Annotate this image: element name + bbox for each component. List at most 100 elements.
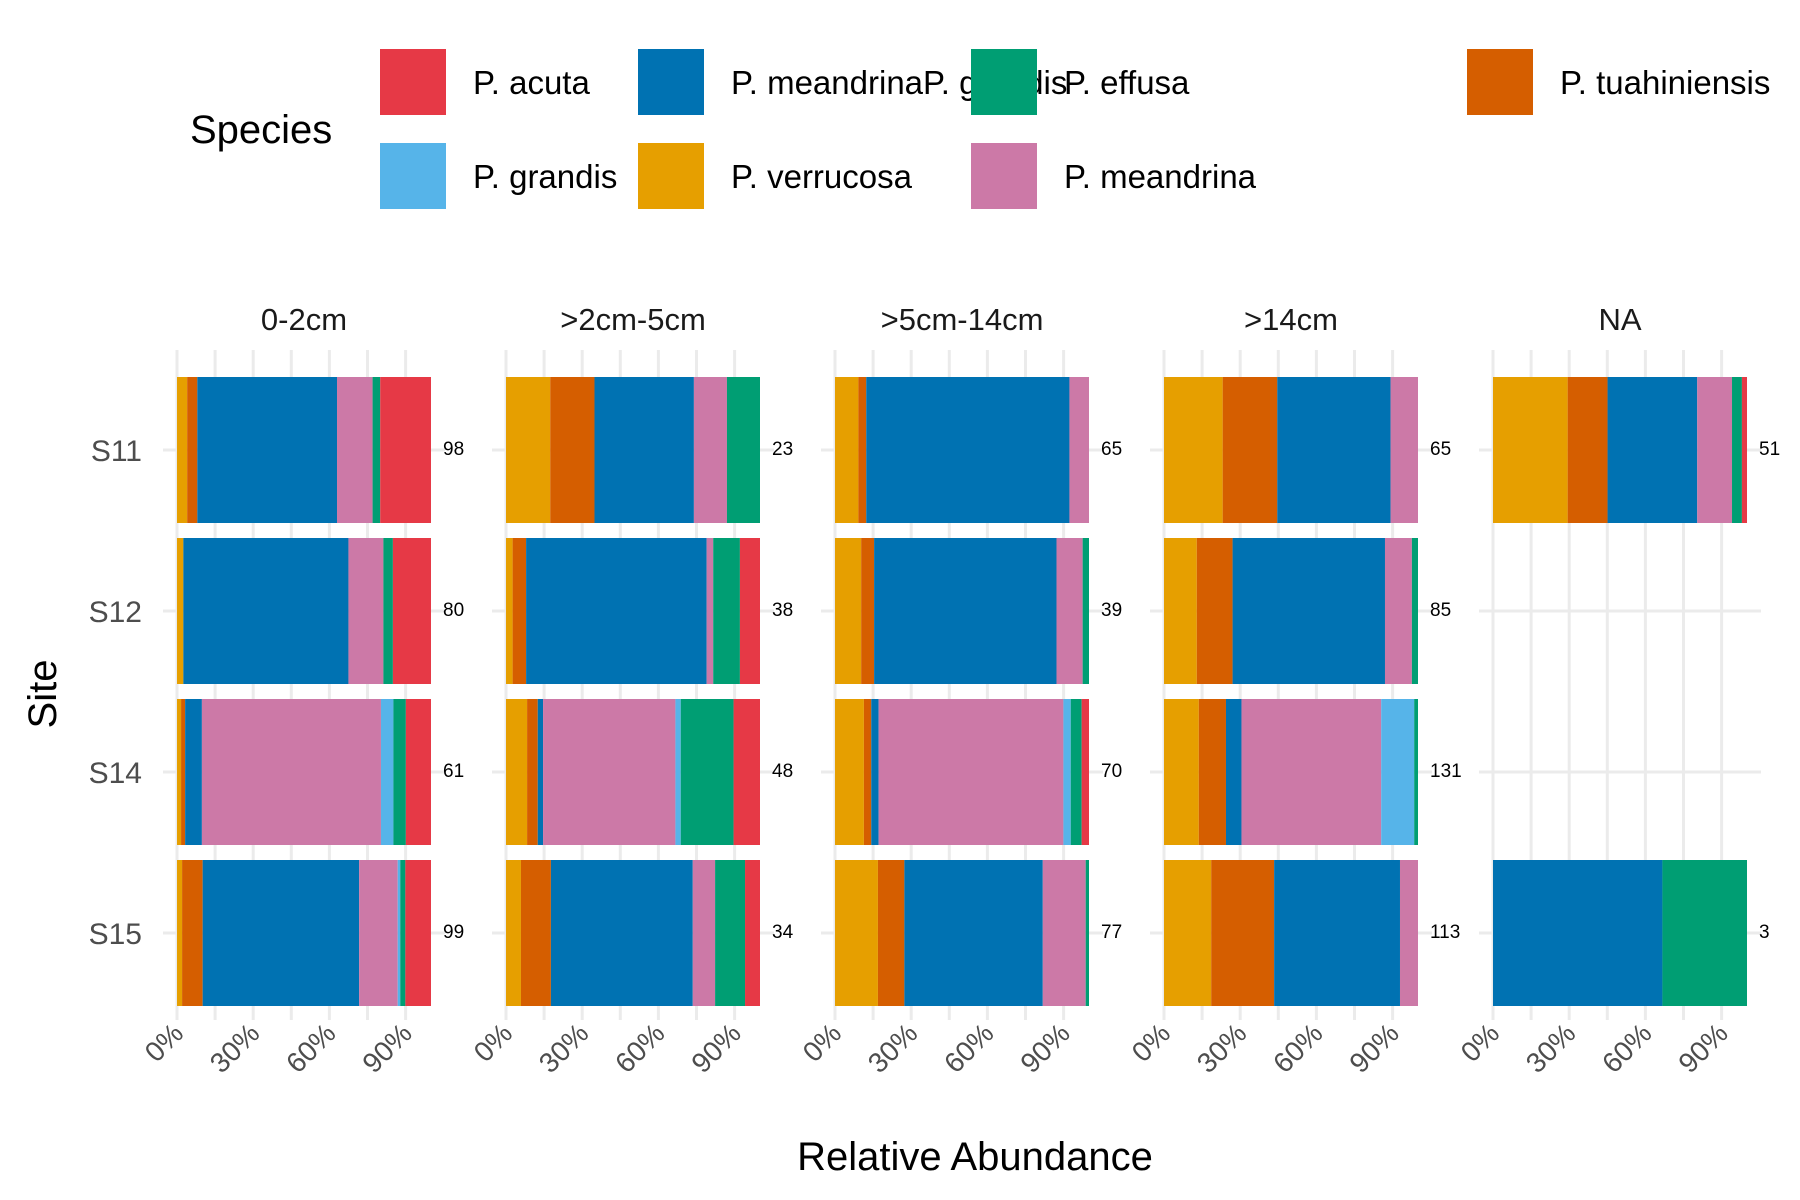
bar-s11 xyxy=(506,377,760,523)
bar-segment-p-tuahiniensis xyxy=(187,377,198,523)
bar-segment-p-verrucosa xyxy=(1164,538,1197,684)
bar-segment-p-verrucosa xyxy=(506,860,521,1006)
facet-strip-label: >5cm-14cm xyxy=(881,302,1044,337)
bar-s15 xyxy=(506,860,760,1006)
bar-segment-p-tuahiniensis xyxy=(863,699,872,845)
count-label: 98 xyxy=(443,439,464,460)
count-label: 70 xyxy=(1101,761,1122,782)
site-label-s14: S14 xyxy=(89,757,142,790)
bar-segment-p-verrucosa xyxy=(835,860,878,1006)
facet-strip-label: NA xyxy=(1598,302,1641,337)
facet-strip-label: >14cm xyxy=(1244,302,1338,337)
bar-s11 xyxy=(1493,377,1747,523)
bar-segment-p-meandrina xyxy=(692,860,716,1006)
bar-segment-p-acuta xyxy=(733,699,760,845)
bar-segment-p-meandrinap-grandis xyxy=(183,538,349,684)
count-label: 51 xyxy=(1759,439,1780,460)
count-label: 99 xyxy=(443,922,464,943)
bar-segment-p-verrucosa xyxy=(506,377,551,523)
bar-segment-p-acuta xyxy=(1081,699,1089,845)
bar-segment-p-grandis xyxy=(1381,699,1415,845)
bar-segment-p-tuahiniensis xyxy=(512,538,527,684)
bar-segment-p-verrucosa xyxy=(1493,377,1568,523)
bar-segment-p-effusa xyxy=(726,377,760,523)
count-label: 80 xyxy=(443,600,464,621)
bar-s15 xyxy=(1164,860,1418,1006)
count-label: 39 xyxy=(1101,600,1122,621)
bar-segment-p-meandrina xyxy=(1399,860,1418,1006)
site-axis-labels: S11 S12 S14 S15 xyxy=(89,435,142,951)
x-tick-label: 60% xyxy=(1267,1017,1329,1079)
bar-segment-p-grandis xyxy=(1063,699,1071,845)
bar-segment-p-meandrinap-grandis xyxy=(550,860,693,1006)
legend-label: P. meandrina xyxy=(1064,158,1257,195)
bar-segment-p-effusa xyxy=(393,699,406,845)
bar-segment-p-meandrina xyxy=(693,377,727,523)
count-label: 34 xyxy=(772,922,794,943)
bar-segment-p-effusa xyxy=(1085,860,1089,1006)
legend-swatch xyxy=(638,143,704,209)
bar-segment-p-effusa xyxy=(1732,377,1742,523)
x-tick-label: 90% xyxy=(1672,1017,1734,1079)
x-tick-label: 90% xyxy=(1014,1017,1076,1079)
bar-segment-p-verrucosa xyxy=(835,699,864,845)
bar-segment-p-meandrina xyxy=(1056,538,1083,684)
x-tick-label: 60% xyxy=(938,1017,1000,1079)
bar-segment-p-effusa xyxy=(372,377,381,523)
bar-s12 xyxy=(1164,538,1418,684)
legend-label: P. grandis xyxy=(473,158,617,195)
bar-s11 xyxy=(177,377,431,523)
bar-s12 xyxy=(177,538,431,684)
bar-segment-p-effusa xyxy=(713,538,740,684)
x-axis-title: Relative Abundance xyxy=(797,1135,1153,1179)
bar-segment-p-meandrinap-grandis xyxy=(866,377,1070,523)
bar-segment-p-meandrinap-grandis xyxy=(1607,377,1698,523)
x-tick-label: 0% xyxy=(468,1017,519,1068)
legend-item-p-acuta: P. acuta xyxy=(380,49,590,115)
bar-segment-p-verrucosa xyxy=(506,699,528,845)
bar-segment-p-verrucosa xyxy=(1164,699,1199,845)
facet-panel-5cm-14cm: >5cm-14cm 65 39 70 77 0% 30% 60% 90% xyxy=(797,302,1122,1079)
count-label: 38 xyxy=(772,600,793,621)
bar-segment-p-acuta xyxy=(392,538,431,684)
bar-segment-p-effusa xyxy=(383,538,393,684)
bar-segment-p-effusa xyxy=(680,699,734,845)
x-tick-label: 30% xyxy=(1520,1017,1582,1079)
bar-s15 xyxy=(177,860,431,1006)
count-label: 77 xyxy=(1101,922,1122,943)
bar-segment-p-effusa xyxy=(400,860,406,1006)
y-axis-title: Site xyxy=(21,660,65,729)
bar-segment-p-meandrina xyxy=(337,377,373,523)
bar-s14 xyxy=(835,699,1089,845)
bar-segment-p-meandrina xyxy=(201,699,381,845)
bar-segment-p-grandis xyxy=(675,699,681,845)
bar-segment-p-tuahiniensis xyxy=(1567,377,1608,523)
legend-swatch xyxy=(380,143,446,209)
bar-segment-p-effusa xyxy=(1414,699,1418,845)
bar-segment-p-meandrinap-grandis xyxy=(874,538,1057,684)
count-label: 65 xyxy=(1430,439,1451,460)
bar-segment-p-tuahiniensis xyxy=(858,377,867,523)
bar-segment-p-tuahiniensis xyxy=(181,699,186,845)
legend-label: P. tuahiniensis xyxy=(1560,64,1770,101)
bar-s12 xyxy=(506,538,760,684)
bar-segment-p-tuahiniensis xyxy=(550,377,595,523)
bar-segment-p-meandrinap-grandis xyxy=(185,699,202,845)
bar-segment-p-verrucosa xyxy=(1164,377,1223,523)
bar-segment-p-verrucosa xyxy=(506,538,513,684)
legend-swatch xyxy=(971,143,1037,209)
legend-item-p-tuahiniensis: P. tuahiniensis xyxy=(1467,49,1770,115)
bar-segment-p-tuahiniensis xyxy=(877,860,905,1006)
x-tick-label: 30% xyxy=(862,1017,924,1079)
count-label: 3 xyxy=(1759,922,1770,943)
x-tick-label: 0% xyxy=(1126,1017,1177,1068)
legend-item-p-verrucosa: P. verrucosa xyxy=(638,143,913,209)
bar-segment-p-meandrina xyxy=(348,538,384,684)
bar-s15 xyxy=(1493,860,1747,1006)
bar-segment-p-meandrinap-grandis xyxy=(904,860,1043,1006)
site-label-s11: S11 xyxy=(91,435,142,468)
bar-segment-p-meandrina xyxy=(1241,699,1382,845)
site-label-s12: S12 xyxy=(89,596,142,629)
bar-segment-p-meandrina xyxy=(359,860,398,1006)
legend-item-p-effusa: P. effusa xyxy=(971,49,1190,115)
